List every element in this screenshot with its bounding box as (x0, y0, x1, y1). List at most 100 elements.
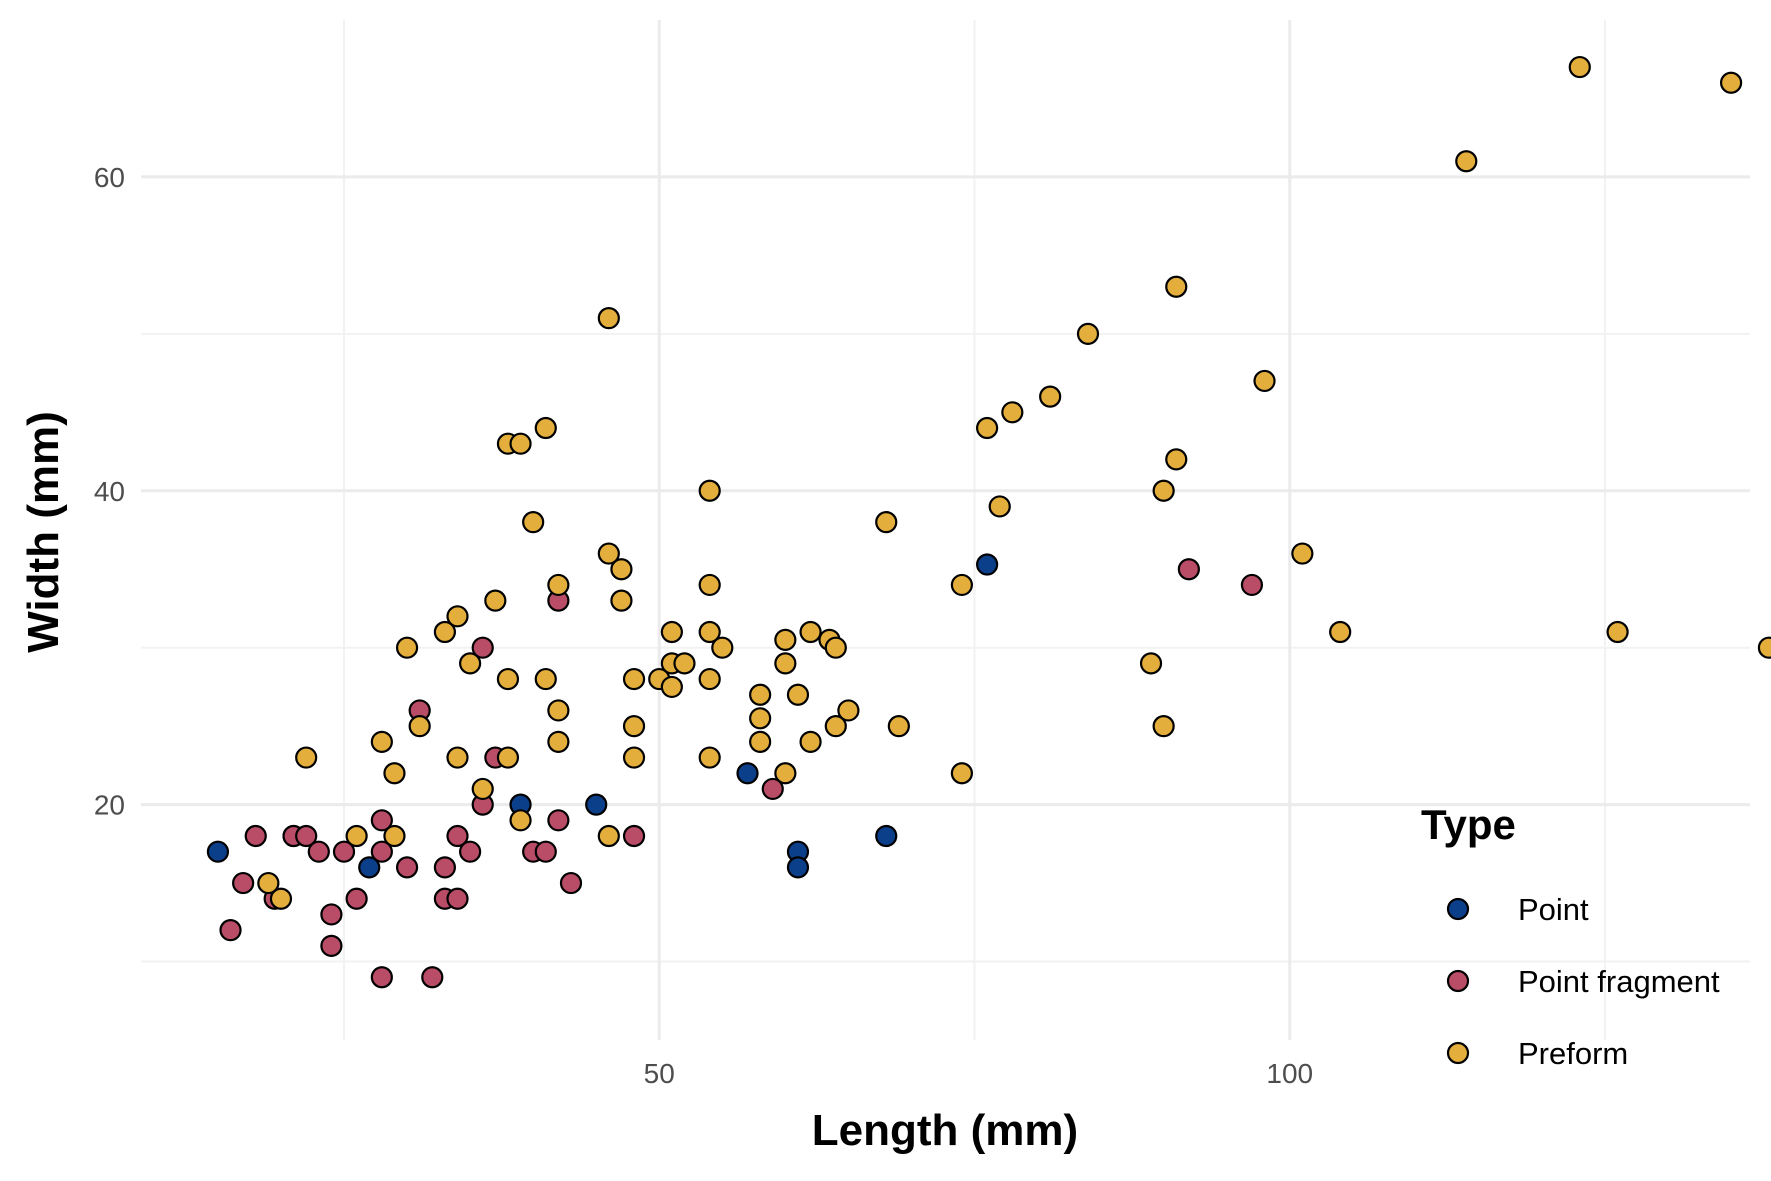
point-point-fragment (459, 840, 482, 863)
point-point (736, 762, 759, 785)
point-preform (597, 542, 620, 565)
point-preform (698, 746, 721, 769)
point-point-fragment (370, 840, 393, 863)
legend-item-preform: Preform (1446, 1036, 1628, 1071)
point-point-fragment (421, 966, 444, 989)
point-preform (534, 416, 557, 440)
point-preform (698, 620, 721, 644)
point-point-fragment (232, 871, 255, 895)
point-preform (837, 699, 860, 722)
point-preform (875, 511, 898, 534)
point-preform (1152, 479, 1175, 502)
point-point-fragment (534, 840, 557, 863)
point-point-fragment (1240, 573, 1264, 597)
point-preform (547, 730, 570, 753)
point-preform (269, 887, 293, 910)
legend-swatch-point-fragment (1446, 969, 1470, 993)
point-point-fragment (761, 777, 784, 801)
point-preform (1253, 369, 1276, 393)
point-preform (383, 762, 406, 785)
point-point-fragment (370, 966, 393, 989)
point-preform (370, 730, 393, 753)
point-preform (1757, 636, 1771, 659)
point-preform (471, 777, 494, 801)
point-point-fragment (622, 824, 646, 848)
legend-item-point-fragment: Point fragment (1446, 964, 1720, 999)
point-preform (1001, 401, 1024, 424)
legend-swatch-preform (1446, 1041, 1470, 1065)
legend: Type Point Point fragment Preform (1421, 801, 1720, 1071)
point-point-fragment (559, 871, 583, 895)
y-tick-label: 20 (94, 790, 125, 821)
point-preform (1329, 620, 1352, 644)
point-preform (1076, 322, 1100, 345)
point-point-fragment (307, 840, 330, 863)
minor-gridlines (141, 20, 1750, 1040)
point-preform (976, 416, 999, 440)
point-point-fragment (395, 856, 419, 879)
point-preform (522, 511, 545, 534)
major-gridlines (141, 20, 1750, 1040)
point-preform (774, 762, 797, 785)
point-preform (622, 746, 646, 769)
point-preform (433, 620, 456, 644)
point-preform (484, 589, 507, 612)
point-preform (446, 605, 469, 628)
point-preform (547, 699, 570, 722)
point-preform (950, 573, 973, 597)
point-preform (950, 762, 973, 785)
point-preform (749, 730, 772, 753)
x-tick-label: 100 (1266, 1058, 1313, 1089)
point-preform (597, 824, 620, 848)
point-preform (799, 730, 822, 753)
point-preform (673, 652, 696, 675)
point-preform (395, 636, 419, 659)
point-point (875, 824, 898, 848)
point-point-fragment (345, 887, 368, 910)
point-preform (622, 667, 646, 691)
point-preform (1165, 448, 1188, 471)
point-point (585, 793, 608, 816)
legend-item-point: Point (1446, 892, 1589, 927)
point-preform (824, 715, 847, 738)
point-point-fragment (320, 903, 343, 926)
point-preform (547, 573, 570, 597)
point-preform (774, 652, 797, 675)
y-tick-label: 60 (94, 162, 125, 193)
point-preform (660, 675, 683, 699)
point-preform (295, 746, 318, 769)
point-preform (408, 715, 431, 738)
point-point-fragment (244, 824, 267, 848)
point-preform (496, 667, 520, 691)
legend-title: Type (1421, 801, 1516, 848)
point-preform (383, 824, 406, 848)
point-point-fragment (320, 934, 343, 957)
point-point-fragment (332, 840, 356, 863)
point-preform (496, 746, 520, 769)
point-point (786, 856, 810, 879)
point-preform (698, 479, 721, 502)
legend-label-point: Point (1518, 892, 1589, 927)
point-preform (509, 809, 532, 832)
point-point-fragment (370, 809, 393, 832)
point-point-fragment (547, 809, 570, 832)
point-preform (711, 636, 734, 659)
point-preform (1152, 715, 1175, 738)
point-preform (534, 667, 557, 691)
point-preform (459, 652, 482, 675)
legend-swatch-point (1446, 897, 1470, 921)
point-point-fragment (219, 919, 242, 942)
point-preform (799, 620, 822, 644)
point-preform (1568, 55, 1591, 79)
point-preform (749, 683, 772, 706)
point-preform (1039, 385, 1062, 408)
point-point-fragment (295, 824, 318, 848)
point-preform (887, 715, 910, 738)
point-preform (660, 620, 683, 644)
point-preform (698, 667, 721, 691)
point-point (976, 553, 999, 576)
point-point (358, 856, 381, 879)
point-preform (257, 871, 280, 895)
point-point-fragment (471, 636, 494, 659)
